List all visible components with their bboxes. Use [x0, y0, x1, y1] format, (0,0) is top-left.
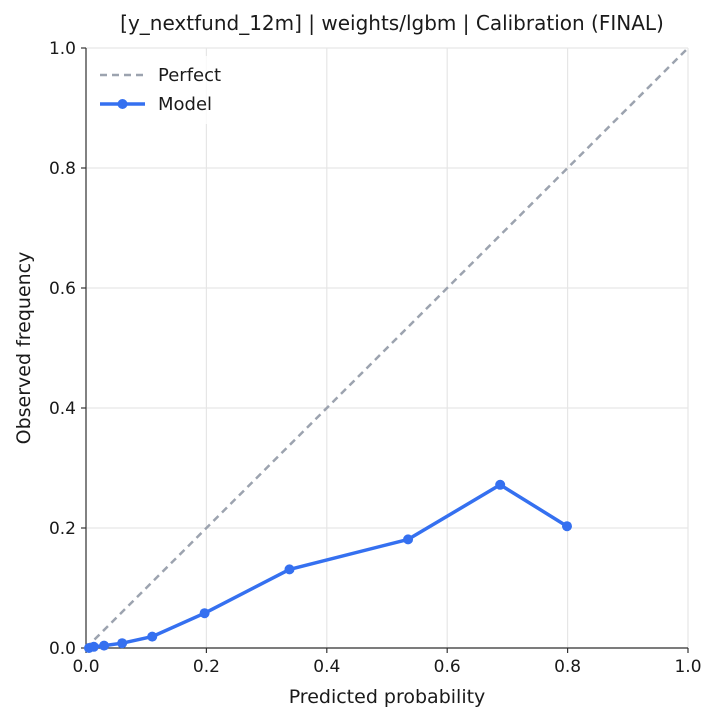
- series-perfect-line: [85, 47, 689, 649]
- legend-perfect-label: Perfect: [158, 65, 221, 86]
- y-tick-label: 0.2: [49, 519, 76, 539]
- model-data-point: [117, 638, 128, 649]
- legend-model-marker: [117, 99, 128, 109]
- y-tick-label: 1.0: [49, 39, 76, 59]
- y-tick-label: 0.6: [49, 279, 76, 299]
- x-tick-label: 0.4: [313, 657, 340, 677]
- legend-box: [90, 56, 250, 124]
- x-tick-label: 0.6: [434, 657, 461, 677]
- x-axis-label: Predicted probability: [289, 686, 486, 708]
- axes: [85, 48, 688, 649]
- y-axis-label: Observed frequency: [13, 252, 35, 445]
- legend: Perfect Model: [90, 56, 250, 124]
- model-data-point: [403, 534, 414, 545]
- model-data-point: [561, 521, 572, 532]
- x-tick-label: 0.8: [554, 657, 581, 677]
- model-data-point: [284, 564, 295, 575]
- series-model-line: [88, 483, 568, 650]
- ticks: 0.0 0.2 0.4 0.6 0.8 1.0 0.0 0.2 0.4 0.6 0.8 1.0: [49, 39, 702, 677]
- x-tick-label: 0.0: [72, 657, 99, 677]
- series-layer: [84, 47, 689, 653]
- model-data-point: [199, 608, 210, 619]
- grid: [85, 47, 689, 649]
- y-tick-label: 0.8: [49, 159, 76, 179]
- y-tick-label: 0.0: [49, 639, 76, 659]
- model-data-point: [99, 640, 110, 651]
- chart-title: [y_nextfund_12m] | weights/lgbm | Calibr…: [120, 11, 664, 35]
- model-data-point: [147, 631, 158, 642]
- y-tick-label: 0.4: [49, 399, 76, 419]
- model-data-point: [495, 479, 506, 490]
- legend-model-label: Model: [158, 94, 212, 115]
- x-tick-label: 0.2: [193, 657, 220, 677]
- x-tick-label: 1.0: [674, 657, 701, 677]
- model-data-point: [88, 641, 99, 652]
